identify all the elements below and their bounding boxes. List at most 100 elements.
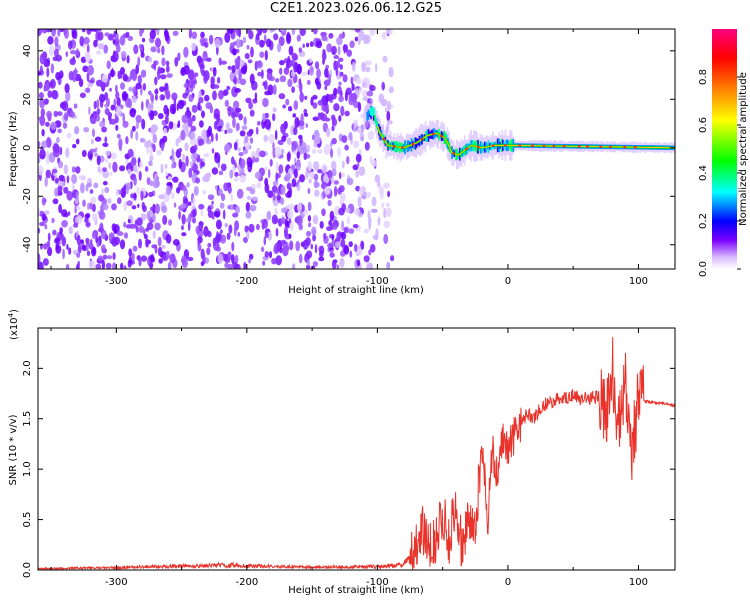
noise-blob (41, 213, 47, 221)
noise-blob (336, 264, 340, 269)
noise-blob (101, 259, 105, 269)
noise-blob (284, 229, 288, 238)
track-peak (518, 144, 522, 147)
noise-blob (72, 56, 75, 61)
noise-blob (165, 250, 170, 260)
noise-blob (259, 51, 265, 58)
noise-blob (171, 156, 175, 163)
noise-blob (138, 257, 142, 267)
noise-blob (267, 231, 273, 241)
noise-blob (154, 244, 158, 254)
noise-blob (235, 48, 240, 54)
noise-blob (383, 220, 391, 229)
noise-blob (191, 104, 198, 113)
noise-blob (357, 248, 363, 256)
noise-blob (293, 168, 298, 179)
noise-blob (150, 206, 154, 211)
noise-blob (232, 212, 239, 218)
noise-blob (264, 166, 268, 172)
noise-blob (377, 181, 381, 188)
x-tick-label: 0 (505, 276, 511, 287)
noise-blob (165, 65, 170, 73)
noise-blob (140, 69, 147, 78)
noise-blob (303, 152, 307, 161)
noise-blob (204, 41, 209, 48)
noise-blob (244, 53, 250, 60)
noise-blob (38, 29, 42, 36)
noise-blob (321, 35, 328, 42)
noise-blob (54, 237, 60, 243)
noise-blob (375, 62, 378, 73)
noise-blob (365, 66, 371, 73)
noise-blob (342, 172, 345, 178)
noise-blob (75, 166, 81, 174)
noise-blob (249, 204, 257, 212)
noise-blob (192, 152, 198, 159)
noise-blob (293, 100, 299, 110)
noise-blob (319, 250, 324, 258)
noise-blob (76, 234, 81, 246)
noise-blob (69, 49, 77, 55)
noise-blob (307, 201, 312, 212)
noise-blob (206, 57, 212, 62)
noise-blob (129, 70, 133, 81)
noise-blob (212, 215, 215, 220)
noise-blob (103, 44, 108, 54)
noise-blob (156, 149, 162, 156)
noise-blob (312, 214, 319, 225)
noise-blob (137, 56, 141, 67)
colorbar-label: Normalized spectral amplitude (738, 72, 749, 226)
noise-blob (355, 170, 359, 178)
noise-blob (161, 244, 166, 249)
noise-blob (123, 201, 128, 212)
track-peak (562, 144, 566, 148)
noise-blob (299, 82, 303, 94)
noise-blob (47, 136, 50, 143)
noise-blob (362, 96, 369, 102)
noise-blob (197, 138, 205, 146)
noise-blob (306, 250, 313, 259)
noise-blob (239, 174, 247, 183)
noise-blob (160, 143, 165, 152)
noise-blob (331, 168, 337, 177)
noise-blob (173, 202, 177, 208)
noise-blob (214, 234, 221, 243)
noise-blob (231, 156, 235, 165)
noise-blob (110, 56, 118, 63)
noise-blob (104, 136, 108, 143)
noise-blob (274, 146, 282, 158)
noise-blob (80, 182, 85, 194)
noise-blob (165, 234, 172, 244)
noise-blob (327, 199, 332, 207)
noise-blob (282, 245, 290, 252)
noise-blob (201, 129, 207, 140)
noise-blob (280, 123, 286, 135)
noise-blob (105, 158, 108, 164)
noise-blob (93, 100, 97, 110)
noise-blob (249, 253, 254, 260)
noise-blob (217, 76, 221, 84)
noise-blob (315, 77, 319, 86)
noise-blob (181, 214, 186, 225)
noise-blob (351, 61, 356, 72)
noise-blob (47, 36, 54, 45)
noise-blob (358, 127, 362, 134)
noise-blob (47, 246, 53, 257)
noise-blob (112, 161, 118, 173)
noise-blob (86, 242, 93, 247)
noise-blob (226, 232, 231, 240)
noise-blob (86, 250, 91, 256)
noise-blob (56, 137, 60, 144)
x-tick-label: -100 (366, 577, 389, 588)
noise-blob (346, 49, 353, 57)
noise-blob (285, 98, 290, 106)
noise-blob (38, 71, 42, 76)
noise-blob (136, 217, 143, 227)
noise-blob (366, 90, 374, 97)
noise-blob (47, 232, 51, 242)
noise-blob (356, 77, 362, 85)
noise-blob (157, 236, 162, 247)
noise-blob (221, 127, 224, 133)
noise-blob (381, 31, 387, 40)
noise-blob (97, 31, 104, 41)
